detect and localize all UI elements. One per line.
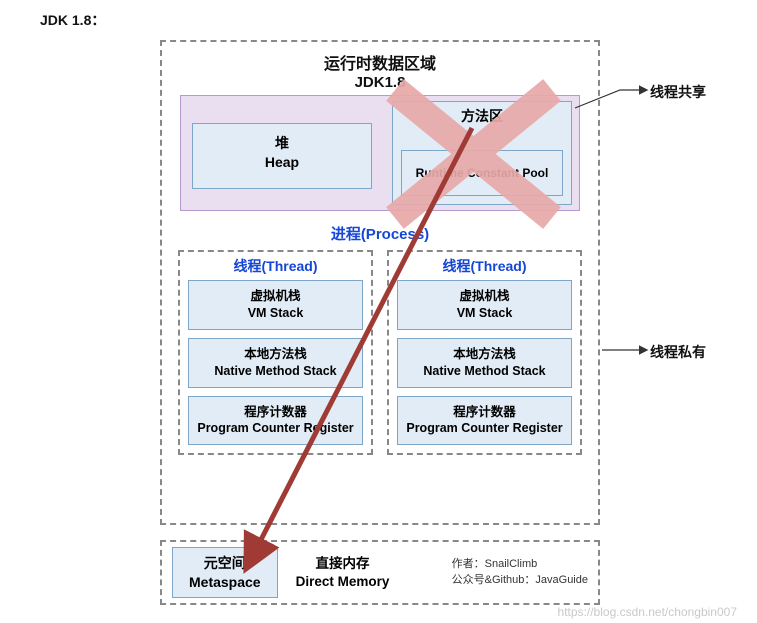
watermark: https://blog.csdn.net/chongbin007 [558, 605, 737, 619]
thread-title-1: 线程(Thread) [188, 256, 363, 276]
heap-label-en: Heap [193, 153, 371, 172]
threads-row: 线程(Thread) 虚拟机栈VM Stack 本地方法栈Native Meth… [176, 250, 584, 455]
metaspace-box: 元空间 Metaspace [172, 547, 278, 597]
thread-box-2: 线程(Thread) 虚拟机栈VM Stack 本地方法栈Native Meth… [387, 250, 582, 455]
thread-box-1: 线程(Thread) 虚拟机栈VM Stack 本地方法栈Native Meth… [178, 250, 373, 455]
runtime-title-en: JDK1.8 [176, 74, 584, 91]
direct-memory-area: 元空间 Metaspace 直接内存 Direct Memory 作者：Snai… [160, 540, 600, 605]
credits-line2: 公众号&Github：JavaGuide [452, 573, 588, 588]
metaspace-en: Metaspace [189, 573, 261, 591]
heap-label-cn: 堆 [193, 134, 371, 153]
runtime-data-area: 运行时数据区域 JDK1.8 堆 Heap 方法区 Runtime Consta… [160, 40, 600, 525]
vm-stack-2: 虚拟机栈VM Stack [397, 280, 572, 330]
annotation-shared: 线程共享 [650, 82, 706, 102]
metaspace-cn: 元空间 [189, 554, 261, 572]
credits: 作者：SnailClimb 公众号&Github：JavaGuide [452, 557, 588, 588]
page-heading: JDK 1.8： [40, 10, 105, 30]
native-stack-2: 本地方法栈Native Method Stack [397, 338, 572, 388]
native-stack-1: 本地方法栈Native Method Stack [188, 338, 363, 388]
heap-box: 堆 Heap [192, 123, 372, 189]
process-label: 进程(Process) [176, 223, 584, 244]
runtime-title-cn: 运行时数据区域 [176, 50, 584, 74]
method-area-label-cn: 方法区 [393, 106, 571, 126]
credits-line1: 作者：SnailClimb [452, 557, 588, 572]
pc-register-1: 程序计数器Program Counter Register [188, 396, 363, 446]
direct-memory-cn: 直接内存 [296, 555, 390, 573]
thread-title-2: 线程(Thread) [397, 256, 572, 276]
constant-pool-box: Runtime Constant Pool [401, 150, 563, 196]
direct-memory-en: Direct Memory [296, 573, 390, 591]
annotation-private: 线程私有 [650, 342, 706, 362]
shared-region: 堆 Heap 方法区 Runtime Constant Pool [176, 95, 584, 213]
vm-stack-1: 虚拟机栈VM Stack [188, 280, 363, 330]
pc-register-2: 程序计数器Program Counter Register [397, 396, 572, 446]
method-area-box: 方法区 Runtime Constant Pool [392, 101, 572, 205]
direct-memory-label: 直接内存 Direct Memory [296, 555, 390, 590]
